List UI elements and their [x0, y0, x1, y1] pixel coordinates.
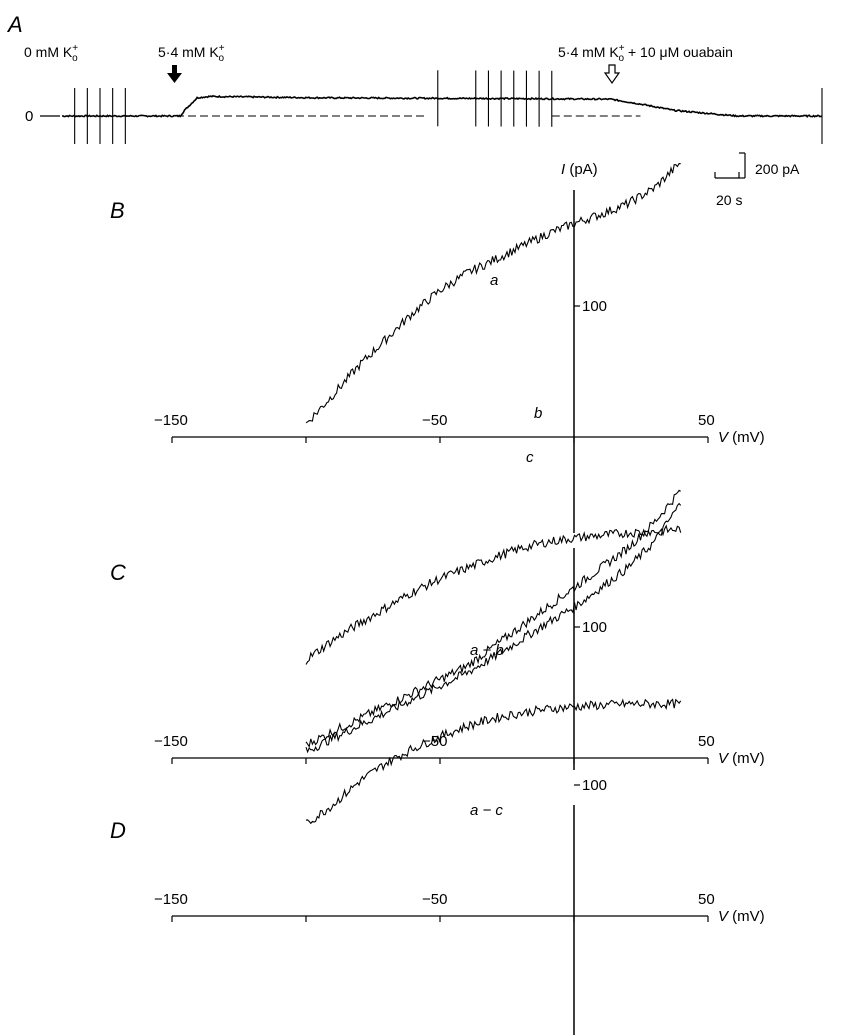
curve-label-b: b — [534, 405, 542, 422]
panel-a-zero-label: 0 — [25, 108, 33, 125]
y-axis-label: I (pA) — [561, 161, 598, 178]
x-axis-label: V (mV) — [718, 908, 765, 925]
condition-5-4mm-k-label: 5·4 mM K+ o — [158, 43, 225, 64]
scale-bar-time — [714, 172, 740, 179]
iv-trace-0 — [305, 698, 682, 825]
x-tick-label: −50 — [422, 412, 447, 429]
panel-d-letter: D — [110, 818, 126, 843]
x-tick-label: −150 — [154, 412, 188, 429]
y-tick-label: 100 — [582, 298, 607, 315]
x-tick-label: −150 — [154, 891, 188, 908]
x-tick-label: 50 — [698, 412, 715, 429]
curve-label-a-minus-c: a − c — [470, 802, 503, 819]
filled-arrow-icon — [167, 65, 182, 83]
iv-trace-0 — [305, 163, 681, 424]
iv-trace-2 — [305, 502, 682, 754]
panel-b-letter: B — [110, 198, 125, 223]
x-tick-label: −150 — [154, 733, 188, 750]
curve-label-a: a — [490, 272, 498, 289]
curve-label-a-minus-b: a − b — [470, 642, 504, 659]
curve-label-c: c — [526, 449, 534, 466]
x-tick-label: 50 — [698, 733, 715, 750]
panel-c-letter: C — [110, 560, 126, 585]
condition-0mm-k-label: 0 mM K+ o — [24, 43, 78, 64]
scale-time-label: 20 s — [716, 192, 742, 208]
condition-ouabain-label: 5·4 mM K+ o + 10 μM ouabain — [558, 43, 733, 64]
panel-a-trace — [61, 70, 823, 144]
iv-trace-0 — [305, 524, 682, 665]
x-tick-label: −50 — [422, 891, 447, 908]
panel-a-current-trace — [61, 94, 822, 118]
scale-bar-current — [739, 152, 746, 179]
panel-a-letter: A — [6, 12, 23, 37]
x-axis-label: V (mV) — [718, 750, 765, 767]
y-tick-label: 100 — [582, 777, 607, 794]
y-tick-label: 100 — [582, 619, 607, 636]
open-arrow-icon — [603, 64, 621, 85]
x-tick-label: 50 — [698, 891, 715, 908]
x-axis-label: V (mV) — [718, 429, 765, 446]
scale-current-label: 200 pA — [755, 161, 800, 177]
iv-trace-1 — [305, 489, 681, 749]
